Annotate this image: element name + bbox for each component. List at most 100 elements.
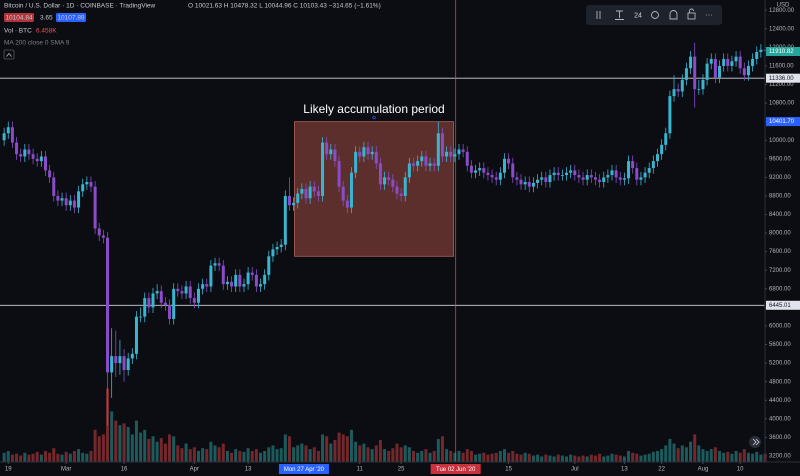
volume-bar: [48, 452, 52, 462]
candle-body: [254, 274, 258, 287]
volume-bar: [407, 447, 411, 462]
volume-bar: [6, 450, 10, 462]
volume-bar: [31, 453, 35, 462]
alert-icon[interactable]: [669, 10, 678, 20]
volume-bar: [163, 443, 167, 462]
y-tick-label: 8400.00: [769, 212, 791, 218]
candle-body: [267, 256, 271, 275]
x-tick-label: 25: [398, 467, 405, 473]
volume-bar: [589, 454, 593, 462]
more-icon[interactable]: ···: [705, 11, 713, 20]
candle-body: [48, 170, 52, 178]
candle-body: [201, 284, 205, 289]
hline-label-box: [766, 73, 800, 83]
candle-body: [478, 168, 482, 171]
candle-body: [184, 286, 188, 294]
volume-bar: [383, 449, 387, 462]
candle-body: [64, 198, 68, 206]
volume-bar: [461, 452, 465, 462]
candle-body: [647, 168, 651, 173]
volume-bar: [676, 448, 680, 462]
volume-bar: [85, 453, 89, 462]
volume-bar: [391, 448, 395, 462]
candle-body: [341, 186, 345, 201]
candle-body: [440, 133, 444, 157]
volume-bar: [722, 452, 726, 462]
candle-body: [271, 249, 275, 257]
volume-bar: [143, 429, 147, 462]
volume-bar: [283, 434, 287, 462]
candle-body: [552, 172, 556, 176]
candle-body: [101, 235, 105, 238]
y-tick-label: 10000.00: [769, 138, 795, 144]
candle-body: [531, 182, 535, 187]
candle-body: [106, 237, 110, 373]
candle-body: [693, 56, 697, 90]
crosshair-label-box: [430, 464, 481, 474]
candle-body: [134, 316, 138, 354]
candle-body: [751, 58, 755, 66]
volume-bar: [176, 445, 180, 462]
volume-bar: [312, 447, 316, 462]
y-tick-label: 7200.00: [769, 268, 791, 274]
candle-body: [420, 156, 424, 162]
candle-body: [602, 177, 606, 183]
drag-handle[interactable]: [596, 11, 601, 19]
candle-body: [366, 147, 370, 155]
lock-icon[interactable]: [687, 12, 696, 20]
candle-body: [345, 200, 349, 208]
text-tool[interactable]: [615, 10, 624, 20]
volume-bar: [72, 450, 76, 462]
ask-box[interactable]: [56, 13, 86, 22]
candle-body: [221, 265, 225, 285]
candle-body: [569, 170, 573, 173]
candle-body: [383, 177, 387, 185]
scroll-bg[interactable]: [749, 436, 761, 448]
settings-icon[interactable]: [651, 11, 659, 19]
volume-bar: [655, 450, 659, 462]
candle-body: [457, 149, 461, 155]
volume-bar: [39, 454, 43, 462]
candle-body: [122, 356, 126, 371]
candle-body: [689, 56, 693, 69]
volume-bar: [445, 449, 449, 462]
volume-bar: [527, 453, 531, 462]
candle-body: [469, 165, 473, 173]
volume-bar: [358, 445, 362, 462]
volume-bar: [126, 427, 130, 462]
volume-bar: [139, 432, 143, 462]
volume-value: 6.458K: [36, 28, 57, 35]
candle-body: [544, 177, 548, 183]
collapse-button[interactable]: [3, 49, 15, 60]
candle-body: [329, 149, 333, 155]
volume-bar: [511, 450, 515, 462]
candle-body: [370, 151, 374, 155]
volume-bar: [668, 439, 672, 462]
axis-unit: USD: [777, 3, 790, 9]
candle-body: [403, 177, 407, 196]
volume-bar: [366, 447, 370, 462]
y-tick-label: 8800.00: [769, 194, 791, 200]
volume-bar: [465, 449, 469, 462]
candle-body: [718, 65, 722, 78]
volume-bar: [689, 441, 693, 462]
volume-bar: [639, 455, 643, 462]
y-tick-label: 12800.00: [769, 8, 795, 14]
volume-bar: [705, 450, 709, 462]
volume-bar: [713, 447, 717, 462]
volume-bar: [114, 420, 118, 462]
volume-bar: [287, 436, 291, 462]
candle-body: [378, 163, 382, 185]
candle-body: [238, 274, 242, 287]
volume-bar: [577, 456, 581, 462]
hline-label: 11336.00: [769, 76, 794, 82]
scroll-button[interactable]: [749, 436, 761, 448]
candle-body: [39, 156, 43, 162]
candle-body: [362, 147, 366, 157]
volume-bar: [234, 449, 238, 462]
candle-body: [279, 244, 283, 248]
volume-bar: [60, 454, 64, 462]
volume-bar: [341, 434, 345, 462]
candle-body: [283, 195, 287, 245]
bid-box[interactable]: [4, 13, 34, 22]
